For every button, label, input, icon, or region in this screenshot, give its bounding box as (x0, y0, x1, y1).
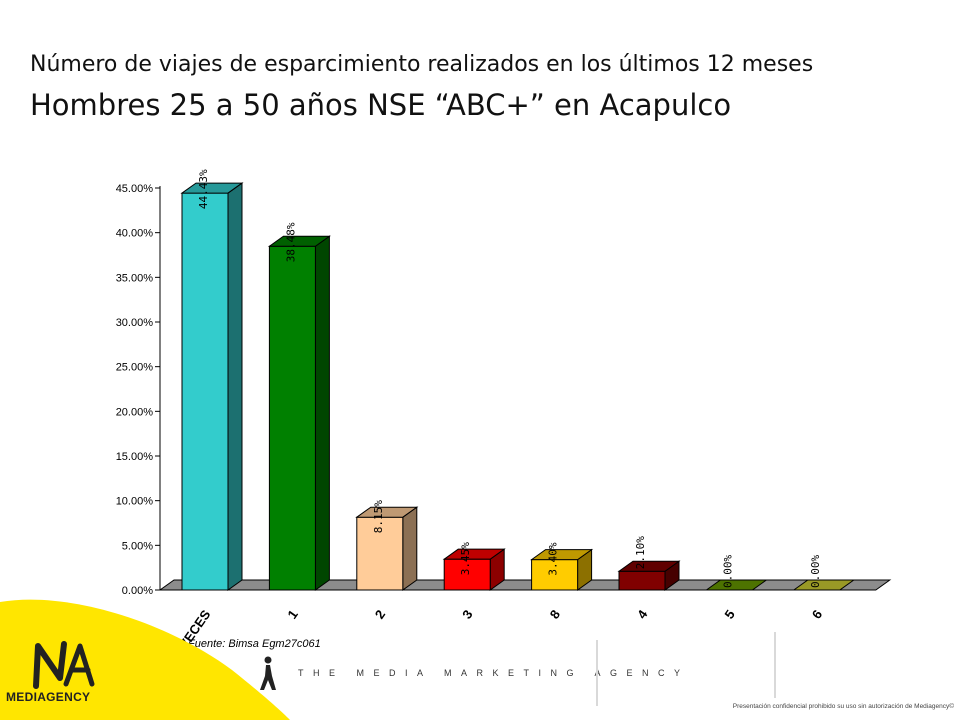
x-tick-label: 5 (721, 607, 737, 622)
y-tick-label: 10.00% (116, 496, 154, 508)
walking-man-icon (260, 656, 276, 690)
data-label: 44.43% (197, 169, 210, 209)
footer-divider (596, 640, 598, 706)
footer-divider (774, 632, 776, 698)
y-tick-label: 15.00% (116, 451, 154, 463)
bar-top (530, 549, 594, 561)
x-tick-label: 6 (809, 607, 825, 622)
bar (618, 570, 666, 591)
bar-top (704, 579, 768, 591)
bar-top (355, 506, 419, 518)
bar-side (314, 235, 330, 591)
y-tick-label: 30.00% (116, 317, 154, 329)
data-label: 8.15% (372, 500, 385, 533)
bar-top (617, 560, 681, 572)
bar-top (442, 548, 506, 560)
x-tick-label: 4 (634, 606, 651, 621)
bar-side (402, 506, 418, 591)
source-note: Fuente: Bimsa Egm27c061 (188, 638, 321, 650)
bar (268, 245, 316, 591)
bar-top (267, 235, 331, 247)
data-label: 3.45% (459, 542, 472, 575)
data-label: 38.48% (284, 222, 297, 262)
brand-name: MEDIAGENCY (6, 690, 91, 704)
bar-top (180, 182, 244, 194)
bar (181, 192, 229, 591)
x-tick-label: 8 (547, 607, 563, 622)
data-label: 3.40% (547, 542, 560, 575)
y-tick-label: 0.00% (122, 585, 153, 597)
y-tick-label: 25.00% (116, 362, 154, 374)
y-tick-label: 45.00% (116, 183, 154, 195)
y-tick-label: 20.00% (116, 406, 154, 418)
y-tick-label: 40.00% (116, 228, 154, 240)
data-label: 0.00% (809, 555, 822, 588)
confidentiality-note: Presentación confidencial prohibido su u… (732, 703, 954, 710)
chart-title: Número de viajes de esparcimiento realiz… (30, 52, 814, 77)
chart-subtitle: Hombres 25 a 50 años NSE “ABC+” en Acapu… (30, 88, 732, 122)
brand-tagline: THE MEDIA MARKETING AGENCY (298, 668, 690, 678)
brand-yellow-swoosh (0, 599, 290, 720)
data-label: 2.10% (634, 536, 647, 569)
bar-top (792, 579, 856, 591)
y-tick-label: 35.00% (116, 272, 154, 284)
bar (531, 559, 579, 591)
y-tick-label: 5.00% (122, 540, 153, 552)
data-label: 0.00% (721, 555, 734, 588)
bar-side (227, 182, 243, 591)
mediagency-logo-icon (33, 641, 95, 689)
x-tick-label: 3 (459, 607, 475, 622)
x-tick-label: 2 (372, 607, 388, 622)
